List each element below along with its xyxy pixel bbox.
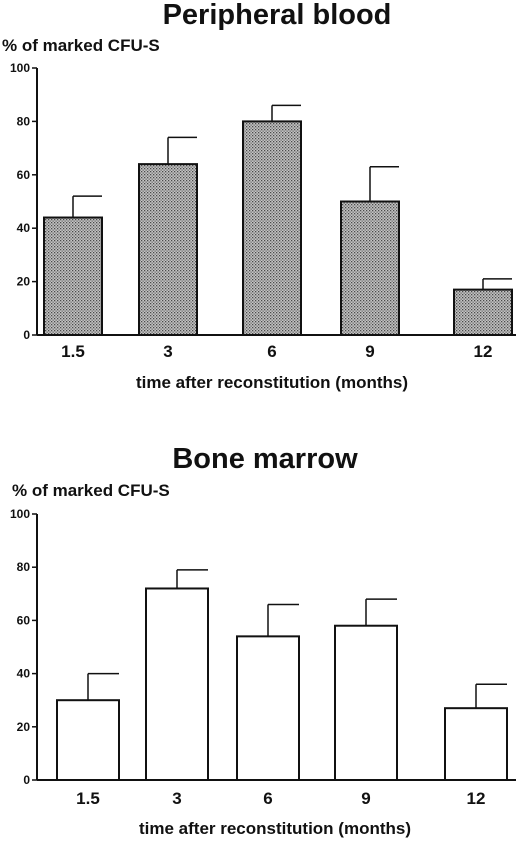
chart-peripheral-blood: Peripheral blood % of marked CFU-S time …	[2, 0, 516, 392]
x-tick-label: 6	[267, 342, 276, 361]
y-tick-label: 20	[17, 720, 31, 734]
y-tick-label: 60	[17, 168, 31, 182]
x-tick-label: 9	[365, 342, 374, 361]
y-tick-label: 0	[23, 773, 30, 787]
x-tick-label: 6	[263, 789, 272, 808]
bar	[334, 624, 398, 781]
x-tick-label: 3	[163, 342, 172, 361]
chart-title: Bone marrow	[172, 443, 358, 475]
x-tick-label: 1.5	[61, 342, 85, 361]
y-tick-label: 80	[17, 560, 31, 574]
bar	[56, 699, 120, 782]
chart-bone-marrow: Bone marrow % of marked CFU-S time after…	[10, 443, 516, 838]
y-axis-label: % of marked CFU-S	[2, 36, 160, 55]
bar	[340, 200, 400, 336]
y-tick-label: 0	[23, 328, 30, 342]
plot-area: 0 20 40 60 80 100 1.5 3 6 9 12	[10, 507, 516, 808]
y-axis-label: % of marked CFU-S	[12, 481, 170, 500]
bar	[453, 288, 513, 336]
y-tick-label: 100	[10, 61, 30, 75]
x-tick-label: 3	[172, 789, 181, 808]
bar	[236, 635, 300, 781]
bar	[138, 163, 198, 336]
y-tick-label: 40	[17, 221, 31, 235]
y-tick-label: 20	[17, 275, 31, 289]
x-tick-label: 9	[361, 789, 370, 808]
x-axis-label: time after reconstitution (months)	[136, 373, 408, 392]
x-tick-label: 12	[474, 342, 493, 361]
plot-area: 0 20 40 60 80 100 1.5 3 6 9 12	[10, 61, 516, 361]
x-tick-label: 1.5	[76, 789, 100, 808]
x-tick-label: 12	[467, 789, 486, 808]
x-axis-label: time after reconstitution (months)	[139, 819, 411, 838]
y-tick-label: 40	[17, 667, 31, 681]
y-tick-label: 100	[10, 507, 30, 521]
y-tick-label: 60	[17, 613, 31, 627]
y-tick-label: 80	[17, 114, 31, 128]
chart-title: Peripheral blood	[163, 0, 392, 31]
bar	[444, 707, 508, 781]
bar	[242, 120, 302, 337]
bar	[145, 587, 209, 781]
bar	[43, 216, 103, 337]
